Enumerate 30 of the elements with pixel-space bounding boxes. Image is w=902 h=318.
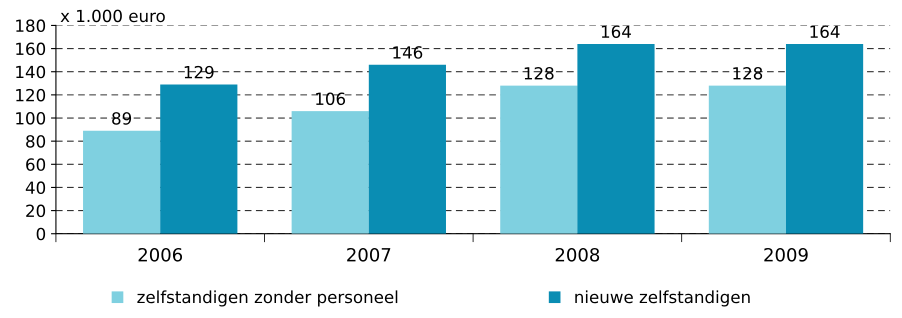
y-axis-title: x 1.000 euro: [60, 10, 165, 22]
data-label: 106: [316, 92, 346, 106]
bar: [500, 86, 578, 234]
x-tick-label: 2007: [347, 248, 390, 262]
bar: [368, 64, 446, 234]
data-label: 164: [602, 25, 631, 38]
y-tick-label: 140: [16, 66, 46, 78]
x-tick-label: 2008: [556, 248, 600, 262]
data-label: 146: [393, 46, 422, 59]
y-tick-label: 60: [26, 158, 46, 171]
data-label: 164: [810, 25, 840, 38]
legend-label: zelfstandigen zonder personeel: [137, 290, 398, 307]
y-tick-label: 0: [36, 228, 46, 240]
y-tick-label: 180: [16, 19, 46, 32]
bar: [292, 111, 369, 234]
legend-label: nieuwe zelfstandigen: [575, 290, 750, 307]
bar: [786, 44, 864, 234]
x-tick-label: 2006: [138, 248, 182, 262]
y-tick-label: 160: [16, 42, 46, 56]
bar: [708, 86, 786, 234]
y-tick-label: 120: [16, 88, 46, 102]
y-tick-label: 100: [16, 112, 46, 125]
bar: [577, 44, 655, 234]
y-tick-label: 40: [26, 181, 46, 194]
data-label: 129: [184, 66, 214, 78]
bar: [83, 130, 160, 234]
bar: [160, 84, 238, 234]
x-tick-label: 2009: [764, 248, 808, 262]
y-tick-label: 80: [26, 135, 46, 148]
y-tick-label: 20: [26, 204, 46, 218]
